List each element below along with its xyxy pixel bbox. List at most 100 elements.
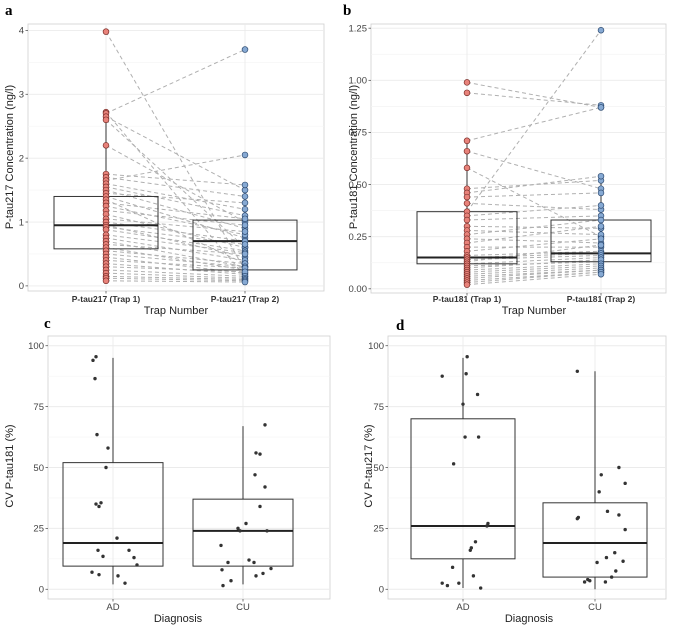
pair-line xyxy=(466,106,602,142)
jitter-point xyxy=(575,516,580,521)
jitter-point xyxy=(97,504,101,509)
panel-b-xtick-2: P-tau181 (Trap 2) xyxy=(567,294,636,304)
jitter-point xyxy=(254,451,258,455)
panel-border xyxy=(27,23,325,292)
trap1-point xyxy=(463,216,471,224)
pair-line xyxy=(105,116,246,191)
pair-line xyxy=(466,257,602,265)
jitter-point xyxy=(451,462,456,466)
y-tick-label: 25 xyxy=(373,524,384,535)
jitter-point xyxy=(253,473,257,477)
trap1-point xyxy=(463,79,471,86)
panel-a-points xyxy=(102,28,249,286)
panel-c-chart: 0 25 50 75 100 AD CU Diagnosis CV P-tau181 (… xyxy=(4,335,331,625)
jitter-point xyxy=(219,543,223,548)
y-tick-label: 0 xyxy=(39,585,44,596)
trap1-point xyxy=(463,281,471,288)
panel-c-xtick-2: CU xyxy=(236,602,250,613)
pair-line xyxy=(466,179,602,190)
jitter-point xyxy=(96,548,100,552)
jitter-point xyxy=(263,423,267,427)
jitter-point xyxy=(258,452,262,456)
jitter-point xyxy=(95,432,99,437)
panel-c-grid xyxy=(47,335,331,600)
panel-letter-c: c xyxy=(44,316,51,332)
trap2-point xyxy=(241,278,249,286)
y-tick-label: 0 xyxy=(379,585,384,596)
panel-c-xtick-1: AD xyxy=(106,602,119,613)
pair-line xyxy=(105,253,246,268)
jitter-point xyxy=(261,571,265,576)
panel-a-pair-lines xyxy=(105,31,246,283)
jitter-point xyxy=(604,555,609,560)
jitter-point xyxy=(123,581,127,585)
panel-c-yticks: 0 25 50 75 100 xyxy=(28,341,244,602)
jitter-point xyxy=(132,555,136,560)
jitter-point xyxy=(603,580,608,584)
jitter-point xyxy=(93,376,97,381)
panel-d-chart: 0 25 50 75 100 AD CU Diagnosis CV P-tau217 (… xyxy=(363,335,667,625)
jitter-point xyxy=(115,536,119,540)
panel-d-grid xyxy=(387,335,667,600)
pair-line xyxy=(466,263,602,271)
jitter-point xyxy=(465,354,469,359)
pair-line xyxy=(466,259,602,269)
box-iqr xyxy=(542,502,648,578)
trap2-point xyxy=(241,205,249,213)
jitter-point xyxy=(135,563,139,567)
pair-line xyxy=(105,144,246,223)
panel-b-yticks: 0.00 0.25 0.50 0.75 1.00 1.25 xyxy=(349,23,602,296)
pair-line xyxy=(105,176,246,197)
panel-d-boxes xyxy=(410,357,648,590)
jitter-point xyxy=(599,473,603,477)
jitter-point xyxy=(485,524,489,528)
panel-d-xlabel: Diagnosis xyxy=(505,613,554,625)
jitter-point xyxy=(220,568,224,572)
pair-line xyxy=(466,238,602,252)
pair-line xyxy=(466,269,602,279)
pair-line xyxy=(105,210,246,226)
pair-line xyxy=(105,218,246,233)
trap1-point xyxy=(463,193,471,201)
pair-line xyxy=(105,205,246,236)
panel-d-xtick-1: AD xyxy=(456,602,469,613)
pair-line xyxy=(105,243,246,255)
y-tick-label: 0.50 xyxy=(349,180,368,191)
panel-c-xlabel: Diagnosis xyxy=(154,613,203,625)
pair-line xyxy=(105,49,246,114)
jitter-point xyxy=(127,548,131,552)
panel-a-grid xyxy=(27,23,325,292)
y-tick-label: 100 xyxy=(368,341,384,352)
jitter-point xyxy=(106,446,110,450)
panel-c-points xyxy=(90,354,273,588)
trap2-point xyxy=(241,215,249,223)
panel-b-pair-lines xyxy=(466,29,602,286)
trap1-point xyxy=(102,28,110,35)
pair-line xyxy=(105,269,246,277)
trap2-point xyxy=(597,202,605,209)
trap2-point xyxy=(241,221,249,229)
pair-line xyxy=(105,250,246,265)
pair-line xyxy=(466,175,602,194)
jitter-point xyxy=(605,509,610,514)
jitter-point xyxy=(617,465,621,470)
panel-letter-a: a xyxy=(5,3,13,19)
y-tick-label: 75 xyxy=(33,402,44,413)
pair-line xyxy=(466,150,602,190)
pair-line xyxy=(466,271,602,281)
jitter-point xyxy=(99,501,103,505)
jitter-point xyxy=(582,580,587,584)
panel-d-ylabel: CV P-tau217 (%) xyxy=(363,424,375,507)
jitter-point xyxy=(440,581,444,585)
y-tick-label: 100 xyxy=(28,341,44,352)
panel-a-xtick-2: P-tau217 (Trap 2) xyxy=(211,294,280,304)
pair-line xyxy=(105,266,246,273)
trap2-point xyxy=(597,189,605,197)
pair-line xyxy=(105,259,246,269)
trap1-point xyxy=(463,200,471,207)
pair-line xyxy=(466,29,602,212)
y-tick-label: 0.75 xyxy=(349,128,368,139)
y-tick-label: 4 xyxy=(19,26,24,37)
jitter-point xyxy=(252,560,256,565)
trap1-point xyxy=(102,116,110,124)
